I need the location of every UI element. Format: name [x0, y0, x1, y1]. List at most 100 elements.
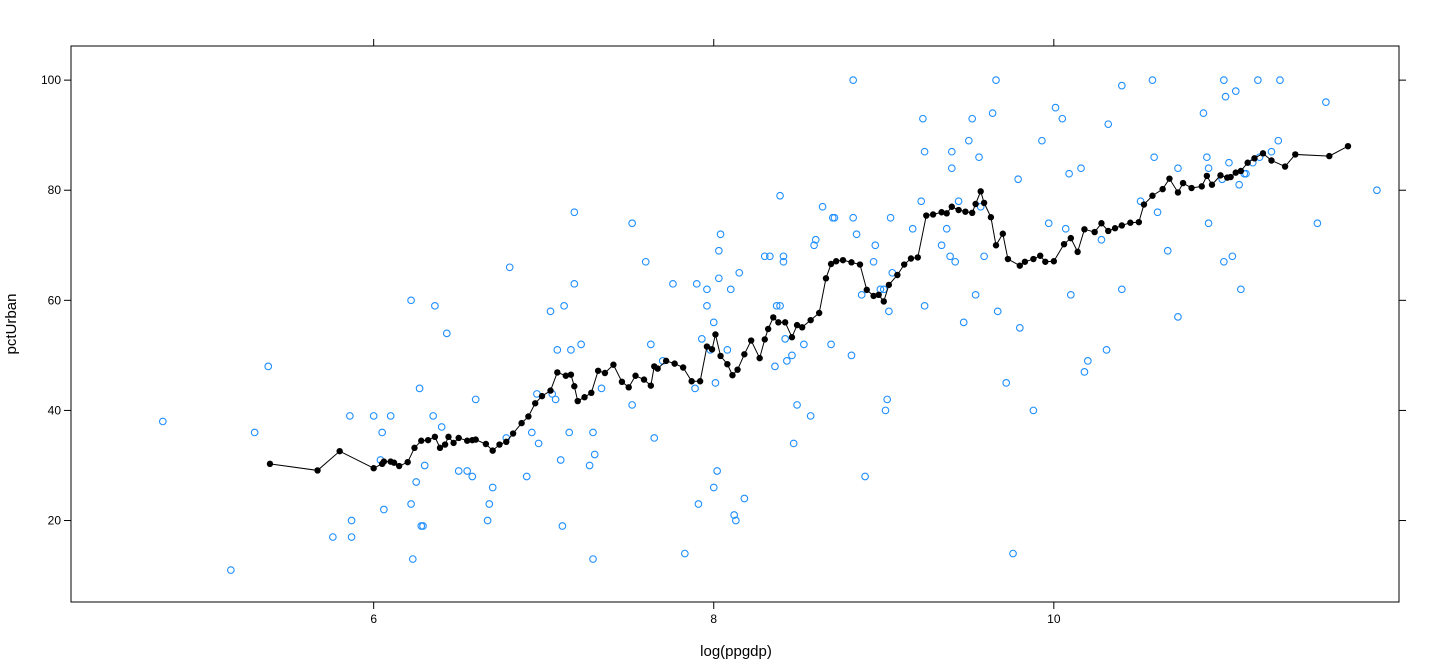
- scatter-point: [779, 252, 788, 261]
- scatter-point: [483, 516, 492, 525]
- scatter-point: [1373, 186, 1381, 195]
- scatter-point: [885, 307, 893, 316]
- scatter-point: [1153, 208, 1162, 217]
- smooth-point: [547, 387, 554, 394]
- scatter-point: [463, 467, 472, 475]
- scatter-point: [1104, 120, 1113, 129]
- smooth-point: [266, 460, 274, 468]
- smooth-point: [1149, 192, 1156, 199]
- scatter-point: [861, 472, 869, 481]
- scatter-point: [1174, 164, 1182, 173]
- smooth-point: [856, 261, 864, 268]
- smooth-point: [1098, 220, 1105, 227]
- smooth-point: [671, 360, 678, 367]
- scatter-point: [711, 379, 720, 387]
- smooth-point: [955, 206, 962, 214]
- scatter-point: [650, 434, 659, 442]
- scatter-point: [1002, 379, 1011, 387]
- smooth-point: [567, 371, 575, 378]
- scatter-point: [570, 208, 579, 217]
- scatter-point: [942, 224, 951, 233]
- smooth-point: [581, 394, 588, 401]
- smooth-point: [938, 209, 945, 216]
- smooth-point: [734, 366, 741, 373]
- scatter-point: [1174, 312, 1182, 321]
- scatter-point: [703, 285, 711, 294]
- scatter-point: [558, 522, 567, 530]
- smooth-series: [266, 142, 1352, 474]
- smooth-point: [1159, 185, 1166, 193]
- scatter-point: [857, 290, 866, 299]
- scatter-point: [589, 428, 597, 437]
- smooth-point: [1081, 226, 1088, 233]
- smooth-point: [894, 271, 901, 279]
- smooth-point: [503, 438, 510, 446]
- scatter-point: [420, 461, 429, 470]
- smooth-point: [815, 309, 823, 317]
- smooth-point: [870, 292, 877, 300]
- scatter-point: [1274, 136, 1283, 145]
- scatter-point: [577, 340, 585, 349]
- scatter-point: [347, 533, 356, 541]
- smooth-point: [948, 203, 955, 210]
- scatter-point: [1220, 76, 1228, 84]
- smooth-point: [992, 242, 1000, 249]
- smooth-point: [770, 314, 777, 321]
- y-tick-label: 20: [48, 514, 62, 528]
- scatter-point: [730, 511, 738, 519]
- scatter-point: [766, 252, 774, 261]
- scatter-point: [1313, 219, 1322, 228]
- smooth-point: [807, 316, 814, 324]
- scatter-point: [781, 335, 790, 343]
- smooth-point: [1268, 157, 1275, 164]
- smooth-point: [1050, 258, 1058, 265]
- scatter-point: [847, 351, 856, 360]
- scatter-point: [760, 252, 769, 261]
- scatter-point: [779, 257, 788, 266]
- scatter-point: [1009, 549, 1017, 558]
- scatter-point: [723, 346, 732, 354]
- scatter-point: [830, 213, 839, 222]
- scatter-point: [1015, 324, 1024, 332]
- scatter-point: [527, 428, 536, 437]
- smooth-point: [880, 298, 887, 305]
- scatter-point: [818, 202, 827, 211]
- smooth-point: [571, 383, 578, 390]
- scatter-point: [429, 412, 438, 420]
- smooth-point: [554, 369, 561, 376]
- smooth-point: [1021, 258, 1029, 265]
- scatter-point: [597, 384, 606, 393]
- smooth-point: [424, 436, 432, 444]
- smooth-point: [741, 351, 748, 358]
- smooth-point: [574, 397, 581, 405]
- y-tick-label: 80: [48, 183, 62, 197]
- scatter-point: [726, 285, 735, 294]
- scatter-point: [386, 412, 395, 420]
- scatter-point: [951, 257, 960, 266]
- scatter-point: [806, 412, 815, 420]
- smooth-point: [525, 413, 532, 420]
- smooth-point: [764, 325, 772, 333]
- scatter-point: [709, 483, 718, 492]
- scatter-point: [1231, 87, 1240, 95]
- smooth-point: [875, 291, 882, 299]
- scatter-point: [1225, 158, 1233, 167]
- scatter-point: [1322, 98, 1330, 107]
- scatter-point: [776, 191, 784, 200]
- scatter-point: [1065, 169, 1073, 178]
- smooth-point: [472, 436, 479, 443]
- scatter-point: [869, 257, 878, 266]
- smooth-point: [708, 346, 716, 353]
- scatter-point: [415, 384, 424, 393]
- x-tick-label: 10: [1047, 612, 1061, 626]
- scatter-point: [772, 301, 781, 310]
- plot-frame: [70, 45, 1400, 603]
- smooth-point: [1251, 155, 1258, 162]
- x-axis-bottom: 6 8 10: [370, 602, 1061, 626]
- scatter-point: [471, 395, 480, 404]
- smooth-point: [1344, 142, 1352, 150]
- scatter-point: [431, 301, 439, 310]
- scatter-point: [740, 494, 749, 503]
- scatter-point: [565, 428, 574, 437]
- smooth-point: [588, 389, 595, 397]
